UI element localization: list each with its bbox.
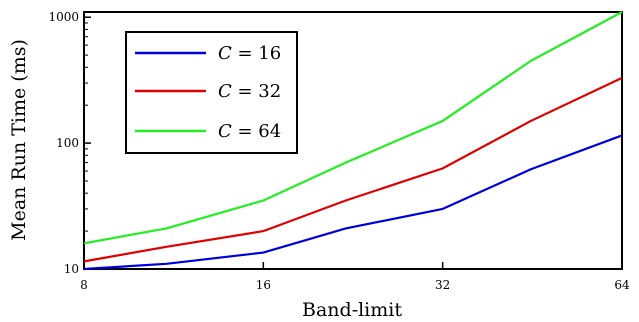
x-tick-label: 16 <box>256 278 271 292</box>
series-line-1 <box>83 134 623 271</box>
y-tick-label: 100 <box>56 136 79 150</box>
x-tick-label: 32 <box>435 278 450 292</box>
legend-label-2: C = 32 <box>218 81 281 102</box>
legend-label-3: C = 64 <box>218 121 281 142</box>
plot-frame <box>83 11 623 270</box>
y-axis-title: Mean Run Time (ms) <box>8 39 30 241</box>
x-axis-title: Band-limit <box>302 299 402 321</box>
series-line-2 <box>83 76 623 263</box>
x-tick-label: 64 <box>614 278 630 292</box>
legend-label-1: C = 16 <box>218 43 281 64</box>
legend-items: C = 16 C = 32 C = 64 <box>135 43 281 142</box>
legend: C = 16 C = 32 C = 64 <box>125 31 298 154</box>
series-lines <box>83 11 623 271</box>
series-line-3 <box>83 11 623 245</box>
x-tick-label: 8 <box>80 278 88 292</box>
y-tick-label: 1000 <box>48 10 79 24</box>
y-tick-label: 10 <box>64 262 79 276</box>
plot-area <box>83 11 623 270</box>
